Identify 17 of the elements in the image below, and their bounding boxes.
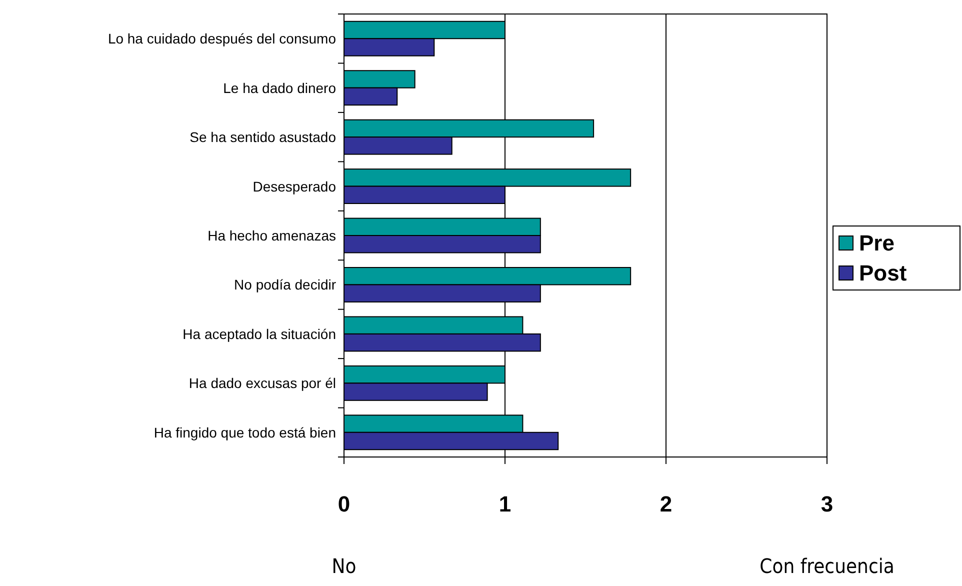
y-tick-label: Lo ha cuidado después del consumo: [108, 30, 336, 47]
y-tick-label: Ha dado excusas por él: [188, 375, 336, 392]
y-tick-label: Le ha dado dinero: [223, 80, 336, 96]
y-tick-label: Ha fingido que todo está bien: [154, 424, 336, 440]
x-tick-label: 3: [820, 492, 834, 516]
y-tick-label: Ha hecho amenazas: [208, 228, 336, 244]
y-tick-label: No podía decidir: [234, 276, 336, 293]
text: No: [332, 554, 356, 578]
y-tick-label: Ha aceptado la situación: [182, 326, 336, 342]
x-tick-label: 1: [498, 492, 512, 516]
legend-label: Pre: [859, 230, 894, 256]
text: Con frecuencia: [760, 554, 894, 578]
legend-label: Post: [859, 260, 908, 286]
y-tick-label: Se ha sentido asustado: [190, 129, 336, 146]
y-tick-label: Desesperado: [252, 178, 336, 194]
x-tick-label: 2: [660, 492, 672, 516]
x-tick-label: 0: [338, 492, 350, 516]
